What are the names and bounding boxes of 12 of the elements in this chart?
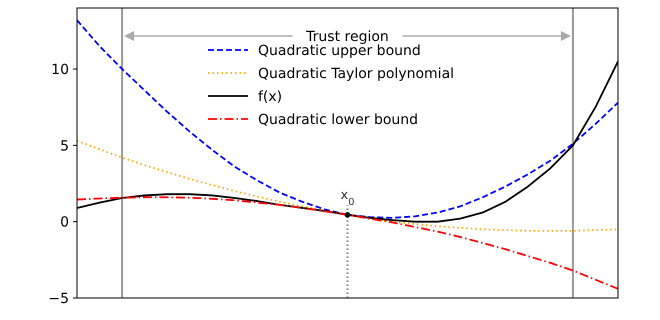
line-series — [76, 19, 619, 219]
annotation: x$_{0}$ — [340, 188, 354, 208]
y-tick-label: 0 — [60, 214, 69, 231]
y-tick-label: 5 — [60, 138, 69, 154]
legend-label: f(x) — [258, 88, 282, 105]
y-tick-label: 10 — [51, 62, 69, 78]
y-tick-label: −5 — [48, 290, 69, 307]
line-series — [76, 140, 619, 232]
legend-label: Quadratic upper bound — [258, 42, 421, 59]
legend-label: Quadratic Taylor polynomial — [258, 66, 454, 82]
legend-label: Quadratic lower bound — [258, 112, 418, 128]
annotation: Trust region — [305, 29, 389, 45]
